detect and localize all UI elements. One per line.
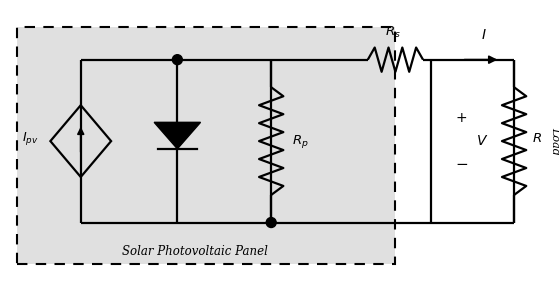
- Text: $V$: $V$: [476, 134, 489, 148]
- Text: −: −: [455, 157, 468, 172]
- Text: $I_{pv}$: $I_{pv}$: [22, 130, 38, 147]
- Text: $R_p$: $R_p$: [292, 133, 309, 149]
- Text: $I$: $I$: [481, 28, 486, 42]
- FancyBboxPatch shape: [17, 27, 395, 264]
- Text: Solar Photovoltaic Panel: Solar Photovoltaic Panel: [122, 244, 268, 258]
- Text: Load: Load: [551, 127, 559, 155]
- Text: $R_s$: $R_s$: [385, 25, 401, 40]
- Text: $R$: $R$: [532, 132, 542, 145]
- Circle shape: [172, 55, 182, 65]
- Text: +: +: [456, 111, 467, 125]
- Polygon shape: [154, 122, 201, 149]
- Circle shape: [266, 218, 276, 228]
